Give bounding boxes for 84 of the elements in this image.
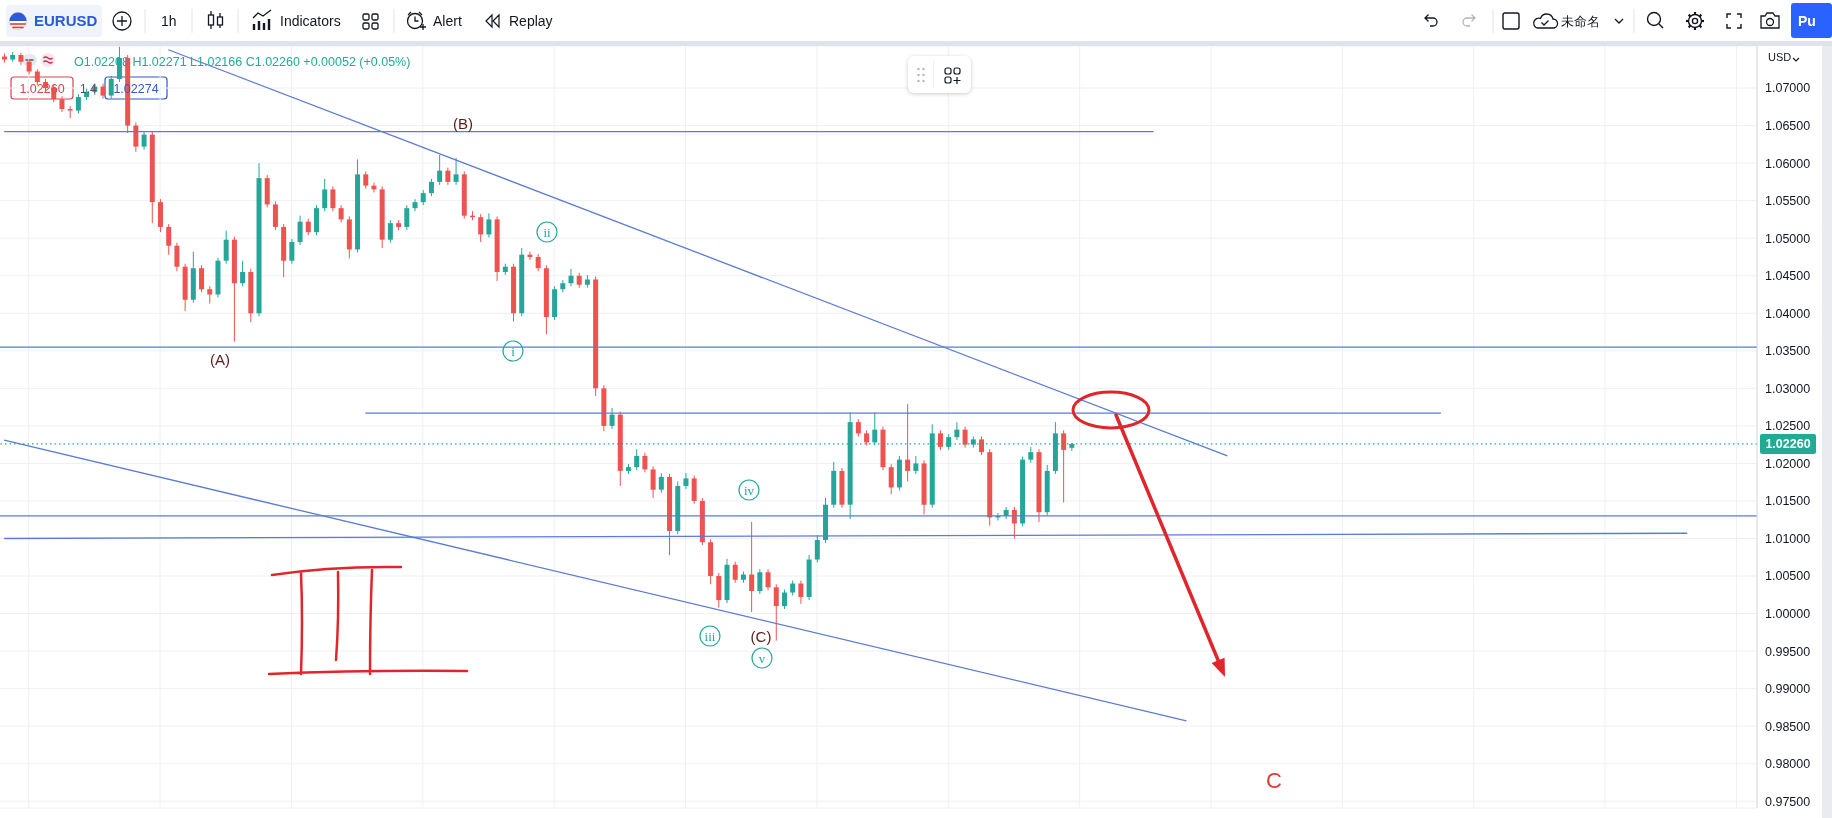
candlestick xyxy=(412,198,418,212)
candlestick xyxy=(650,465,656,499)
candlestick xyxy=(174,242,180,272)
candlestick xyxy=(749,521,755,613)
candlestick xyxy=(486,212,492,238)
candlestick xyxy=(199,264,205,293)
candlestick xyxy=(913,455,919,475)
candlestick xyxy=(683,472,689,490)
y-tick-label: 1.01500 xyxy=(1765,494,1811,509)
candlestick xyxy=(634,448,640,471)
candlestick xyxy=(765,568,771,591)
text: Pu xyxy=(1798,13,1816,29)
candlestick xyxy=(223,230,229,265)
candlestick xyxy=(937,429,943,451)
candlestick xyxy=(437,154,443,186)
y-tick-label: 0.97500 xyxy=(1765,794,1811,809)
candlestick xyxy=(387,219,393,244)
candlestick xyxy=(732,561,738,584)
candlestick xyxy=(289,238,295,265)
annotation: iii xyxy=(704,628,716,644)
ref-line-label: 1.02260 xyxy=(1765,437,1811,452)
candlestick xyxy=(527,251,533,261)
text: Alert xyxy=(433,13,462,29)
y-tick-label: 1.05000 xyxy=(1765,231,1811,246)
candlestick xyxy=(642,452,648,473)
candlestick xyxy=(272,200,278,231)
candlestick xyxy=(757,568,763,595)
annotation: C xyxy=(1266,768,1283,793)
candlestick xyxy=(691,474,697,505)
candlestick xyxy=(404,204,410,231)
annotation: i xyxy=(511,343,516,359)
candlestick xyxy=(240,260,246,287)
candlestick xyxy=(773,583,779,642)
annotation: (B) xyxy=(453,115,473,132)
candlestick xyxy=(322,178,328,212)
candlestick xyxy=(1061,429,1067,503)
candlestick xyxy=(478,213,484,243)
candlestick xyxy=(979,435,985,456)
y-tick-label: 0.99500 xyxy=(1765,644,1811,659)
candlestick xyxy=(133,122,139,153)
text: Indicators xyxy=(280,13,341,29)
candlestick xyxy=(297,215,303,246)
y-tick-label: 1.05500 xyxy=(1765,194,1811,209)
annotation: ii xyxy=(543,224,551,240)
y-tick-label: 1.00000 xyxy=(1765,607,1811,621)
annotation: v xyxy=(758,650,766,666)
text: Replay xyxy=(509,13,553,29)
y-tick-label: 1.07000 xyxy=(1765,81,1811,96)
candlestick xyxy=(888,463,894,495)
candlestick xyxy=(658,472,664,494)
y-tick-label: 0.99000 xyxy=(1765,682,1811,697)
candlestick xyxy=(166,223,172,256)
candlestick xyxy=(814,534,820,564)
candlestick xyxy=(798,580,804,605)
y-tick-label: 1.03500 xyxy=(1765,344,1811,359)
y-tick-label: 1.02500 xyxy=(1765,419,1811,434)
candlestick xyxy=(330,185,336,212)
candlestick xyxy=(108,75,114,100)
annotation: (A) xyxy=(210,351,230,368)
y-tick-label: 1.06500 xyxy=(1765,119,1811,134)
y-tick-label: 1.04500 xyxy=(1765,269,1811,284)
y-tick-label: 1.01000 xyxy=(1765,531,1811,546)
candlestick xyxy=(781,589,787,610)
candlestick xyxy=(962,426,968,449)
candlestick xyxy=(568,268,574,287)
chart-title: EURUSD xyxy=(34,12,98,29)
y-tick-label: 1.03000 xyxy=(1765,381,1811,396)
y-tick-label: 0.98500 xyxy=(1765,719,1811,734)
candlestick xyxy=(75,93,81,115)
y-tick-label: 1.06000 xyxy=(1765,156,1811,171)
y-tick-label: 1.00500 xyxy=(1765,569,1811,584)
text: USD xyxy=(1768,51,1792,63)
annotation: (C) xyxy=(750,628,772,645)
candlestick xyxy=(905,403,911,482)
annotation: iv xyxy=(743,482,755,498)
text: 1h xyxy=(161,13,177,29)
candlestick xyxy=(954,421,960,441)
text: 未命名 xyxy=(1561,14,1600,29)
candlestick xyxy=(141,130,147,151)
candlestick xyxy=(453,157,459,186)
y-tick-label: 1.04000 xyxy=(1765,306,1811,321)
y-tick-label: 1.02000 xyxy=(1765,456,1811,471)
candlestick xyxy=(609,407,615,430)
y-tick-label: 0.98000 xyxy=(1765,757,1811,772)
